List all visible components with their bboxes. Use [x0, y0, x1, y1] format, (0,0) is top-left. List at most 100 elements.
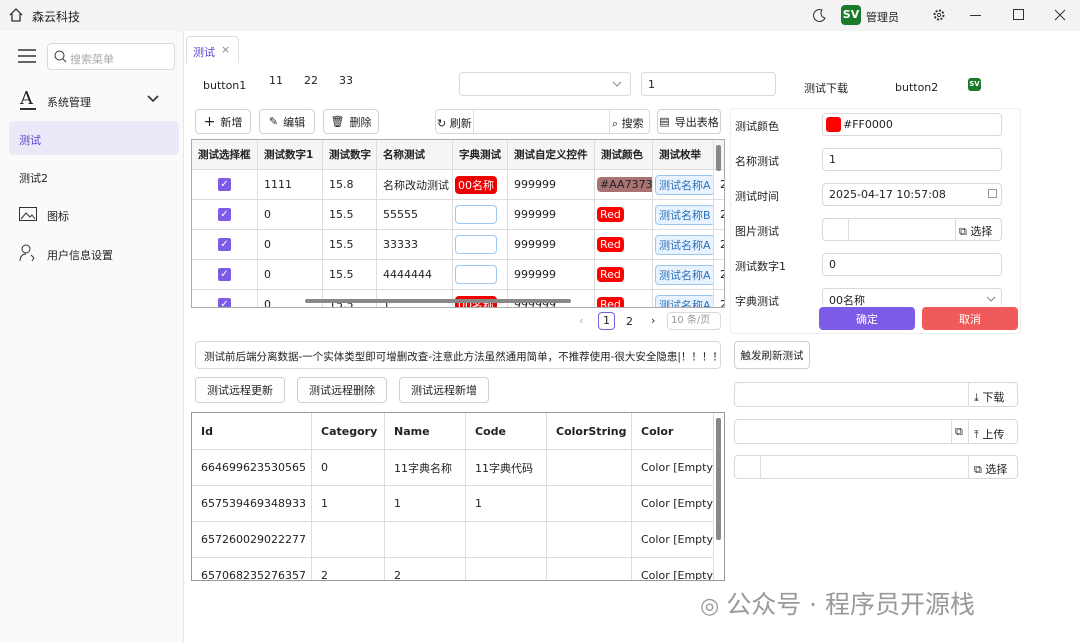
search-button[interactable]: ⌕ 搜索	[612, 117, 644, 130]
header-text: 测试数字	[329, 149, 371, 161]
cell-text: Color [Empty]	[641, 497, 714, 510]
header-text: Category	[321, 424, 378, 438]
menu-item[interactable]: 用户信息设置	[47, 249, 113, 262]
select-button[interactable]: ⧉ 选择	[974, 463, 1008, 476]
image-input	[822, 218, 1002, 241]
button-label: 导出表格	[674, 115, 719, 129]
next-page[interactable]: ›	[651, 314, 656, 327]
number-input[interactable]	[822, 253, 1002, 276]
form-label: 测试数字1	[735, 260, 786, 273]
divider	[955, 219, 956, 240]
button-label: 选择	[985, 463, 1008, 476]
page-size[interactable]: 10 条/页	[667, 312, 721, 330]
upload-button[interactable]: ⤒ 上传	[974, 428, 1005, 441]
minimize-button[interactable]	[970, 15, 981, 16]
trigger-button[interactable]: 触发刷新测试	[734, 341, 810, 369]
menu-search[interactable]	[47, 43, 175, 70]
remote-button[interactable]: 测试远程删除	[297, 377, 387, 403]
cell-text: 1111	[264, 178, 292, 191]
cell-text: 11字典代码	[475, 461, 533, 475]
menu-item[interactable]: 测试	[19, 134, 41, 147]
divider	[968, 420, 969, 443]
grid-cell: 11字典名称	[385, 450, 466, 486]
grid-cell: 2	[714, 260, 724, 290]
cancel-button[interactable]: 取消	[922, 307, 1018, 330]
dict-input[interactable]	[455, 265, 497, 284]
grid-cell	[453, 200, 508, 230]
checkbox[interactable]: ✓	[218, 268, 231, 281]
h-scrollbar	[305, 299, 571, 303]
maximize-button[interactable]	[1013, 9, 1024, 20]
column-header: 字典测试	[453, 140, 508, 170]
checkbox[interactable]: ✓	[218, 178, 231, 191]
dict-select[interactable]	[822, 288, 1002, 306]
header-text: 测试选择框	[198, 149, 251, 161]
download-button[interactable]: ⤓ 下载	[974, 391, 1005, 404]
export-button[interactable]: ▤ 导出表格	[657, 109, 721, 134]
refresh-button[interactable]: ↻ 刷新	[437, 117, 472, 130]
button1[interactable]: button1	[203, 79, 247, 92]
grid-cell	[385, 522, 466, 558]
grid-cell: Color [Empty]	[632, 522, 714, 558]
remote-button[interactable]: 测试远程新增	[399, 377, 489, 403]
datetime-input[interactable]	[822, 183, 1002, 206]
cell-text: 2	[720, 238, 724, 251]
name-input[interactable]	[822, 148, 1002, 171]
page-number[interactable]: 2	[626, 315, 633, 328]
menu-toggle[interactable]	[18, 49, 36, 63]
enum-tag: 测试名称A	[655, 234, 713, 255]
dict-tag: 00名称	[455, 175, 497, 194]
text-input[interactable]	[641, 72, 776, 96]
checkbox[interactable]: ✓	[218, 208, 231, 221]
button-label: 刷新	[449, 117, 472, 130]
cell-text: 0	[264, 208, 271, 221]
column-header: 名称测试	[377, 140, 453, 170]
calendar-icon[interactable]	[988, 189, 997, 198]
header-text: 测试颜色	[601, 149, 643, 161]
button-label: 测试远程新增	[411, 384, 477, 397]
close-button[interactable]	[1054, 9, 1066, 21]
checkbox[interactable]: ✓	[218, 238, 231, 251]
button2[interactable]: button2	[895, 81, 939, 94]
menu-item[interactable]: 测试2	[19, 172, 48, 185]
column-header: 测试颜色	[595, 140, 653, 170]
edit-button[interactable]: ✎ 编辑	[259, 109, 315, 134]
cell-text: 657260029022277	[201, 533, 306, 546]
tab-title[interactable]: 测试	[193, 46, 215, 59]
enum-tag: 测试名称A	[655, 264, 713, 285]
user-name[interactable]: 管理员	[866, 11, 899, 24]
column-header: Name	[385, 413, 466, 450]
upload-pick-icon[interactable]: ⧉	[955, 425, 963, 438]
add-button[interactable]: + 新增	[195, 109, 251, 134]
grid-cell: 1	[466, 486, 547, 522]
delete-button[interactable]: 🗑 删除	[323, 109, 379, 134]
prev-page[interactable]: ‹	[579, 314, 584, 327]
tab[interactable]	[186, 36, 239, 63]
grid-cell: 2	[714, 290, 724, 307]
expand-chevron	[147, 95, 159, 103]
grid-cell	[547, 522, 632, 558]
menu-item[interactable]: 系统管理	[47, 96, 91, 109]
cell-text: 2	[720, 298, 724, 307]
menu-item-active[interactable]	[9, 121, 179, 155]
page-current[interactable]: 1	[598, 312, 615, 330]
ok-button[interactable]: 确定	[819, 307, 915, 330]
download-link[interactable]: 测试下载	[804, 82, 848, 95]
button-label: 确定	[856, 312, 878, 326]
header-text: 名称测试	[383, 149, 425, 161]
image-select-button[interactable]: ⧉ 选择	[959, 225, 993, 238]
checkbox[interactable]: ✓	[218, 298, 231, 307]
dict-input[interactable]	[455, 235, 497, 254]
cell-text: 1	[321, 497, 328, 510]
theme-toggle[interactable]	[813, 8, 827, 22]
dict-input[interactable]	[455, 205, 497, 224]
select-box[interactable]	[459, 72, 631, 96]
watermark-text: 公众号 · 程序员开源栈	[726, 590, 976, 619]
color-input[interactable]	[822, 113, 1002, 136]
menu-item[interactable]: 图标	[47, 210, 69, 223]
grid-cell: 0	[258, 260, 323, 290]
settings-icon[interactable]	[932, 8, 946, 22]
tab-close[interactable]: ×	[221, 43, 231, 56]
remote-button[interactable]: 测试远程更新	[195, 377, 285, 403]
entity-grid: Id Category Name Code ColorString Color 664699…	[191, 412, 725, 581]
